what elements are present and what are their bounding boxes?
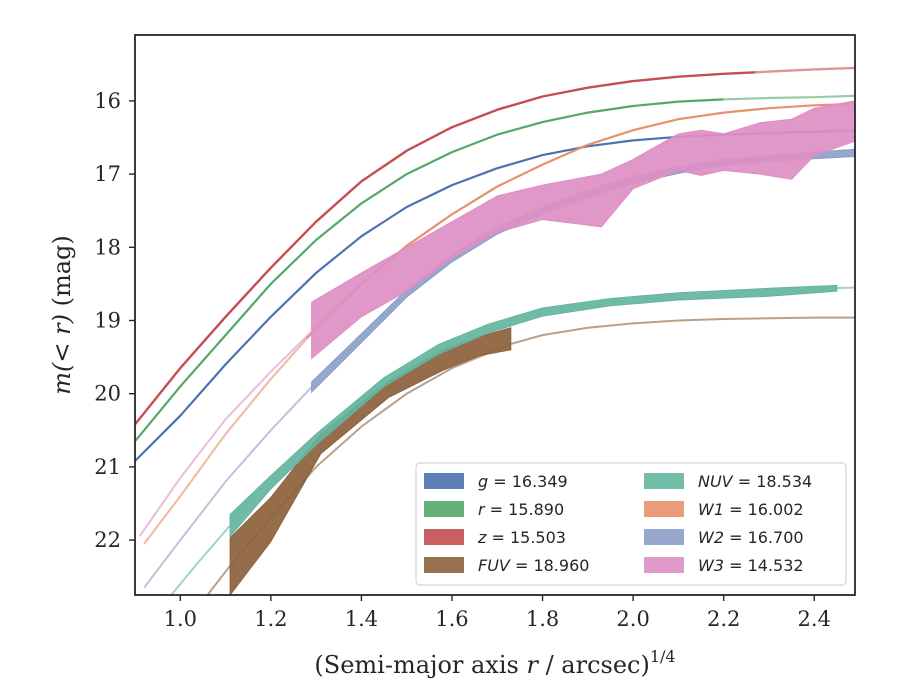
series-extension-r-15-890 (723, 94, 855, 101)
series-layer (135, 66, 855, 595)
legend-swatch-fuv-18-960 (424, 557, 464, 573)
x-tick-label: 1.8 (526, 607, 559, 631)
legend-label-z-15-503: z = 15.503 (477, 528, 566, 547)
x-axis-ticks: 1.0 1.2 1.4 1.6 1.8 2.0 2.2 2.4 (164, 595, 831, 631)
series-tail-nuv-18-534 (836, 286, 855, 290)
plot-frame (134, 34, 856, 596)
legend-box (415, 462, 847, 586)
x-axis-label: (Semi-major axis r / arcsec)1/4 (314, 647, 675, 679)
y-tick-label: 22 (94, 528, 121, 552)
x-tick-label: 1.2 (254, 607, 287, 631)
series-extension-w1-16-002 (143, 337, 308, 545)
x-tick-label: 2.2 (707, 607, 740, 631)
x-tick-label: 1.6 (435, 607, 468, 631)
y-axis-label: m(< r) (mag) (48, 235, 76, 395)
legend-label-w2-16-700: W2 = 16.700 (698, 528, 804, 547)
legend-label-g-16-349: g = 16.349 (478, 472, 568, 491)
legend: g = 16.349 r = 15.890 z = 15.503 FUV = 18.9… (415, 462, 847, 586)
series-extension-w3-14-532 (138, 330, 313, 537)
series-extension-z-15-503 (755, 66, 855, 74)
legend-label-w3-14-532: W3 = 14.532 (698, 556, 804, 575)
y-tick-label: 18 (94, 235, 121, 259)
x-tick-label: 2.0 (616, 607, 649, 631)
y-axis-ticks: 16 17 18 19 20 21 22 (94, 89, 135, 552)
legend-label-nuv-18-534: NUV = 18.534 (698, 472, 812, 491)
series-extension-nuv-18-534 (170, 524, 231, 595)
legend-swatch-w2-16-700 (644, 529, 684, 545)
x-tick-label: 1.4 (345, 607, 378, 631)
series-line-z-15-503 (135, 71, 756, 426)
legend-swatch-g-16-349 (424, 473, 464, 489)
y-tick-label: 16 (94, 89, 121, 113)
series-extension-w2-16-700 (143, 386, 313, 589)
legend-label-r-15-890: r = 15.890 (478, 500, 564, 519)
y-tick-label: 20 (94, 382, 121, 406)
legend-swatch-z-15-503 (424, 529, 464, 545)
legend-label-w1-16-002: W1 = 16.002 (698, 500, 804, 519)
x-tick-label: 2.4 (798, 607, 831, 631)
legend-swatch-nuv-18-534 (644, 473, 684, 489)
y-tick-label: 21 (94, 455, 121, 479)
series-band-w3-14-532 (311, 100, 855, 360)
legend-swatch-w3-14-532 (644, 557, 684, 573)
series-line-r-15-890 (135, 98, 724, 443)
legend-swatch-w1-16-002 (644, 501, 684, 517)
y-tick-label: 19 (94, 308, 121, 332)
y-tick-label: 17 (94, 162, 121, 186)
x-tick-label: 1.0 (164, 607, 197, 631)
legend-swatch-r-15-890 (424, 501, 464, 517)
series-band-nuv-18-534 (229, 284, 838, 538)
legend-label-fuv-18-960: FUV = 18.960 (478, 556, 589, 575)
